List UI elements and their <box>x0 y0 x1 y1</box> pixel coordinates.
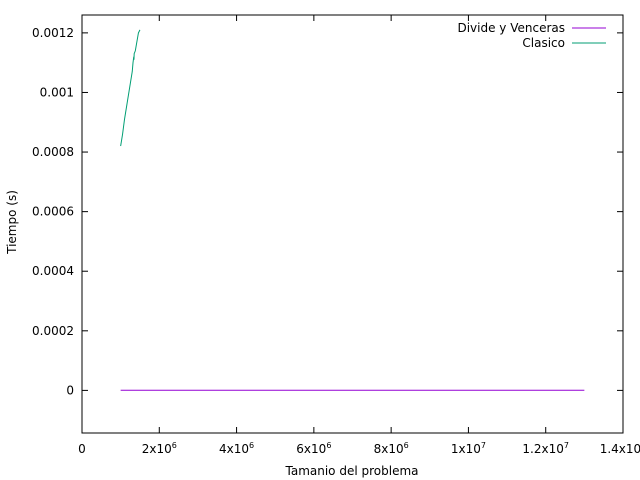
x-tick-label: 1.2x107 <box>522 441 569 456</box>
series-layer <box>120 29 585 391</box>
x-tick-label: 1x107 <box>451 441 486 456</box>
x-tick-label-exponent: 7 <box>481 441 486 450</box>
x-tick-label-base: 8x10 <box>374 442 404 456</box>
x-tick-label-base: 1x10 <box>451 442 481 456</box>
x-tick-label: 4x106 <box>219 441 254 456</box>
x-tick-label-exponent: 7 <box>564 441 569 450</box>
y-axis-title: Tiempo (s) <box>5 190 19 255</box>
x-tick-label-exponent: 6 <box>404 441 409 450</box>
plot-frame <box>81 14 624 434</box>
legend-label: Divide y Venceras <box>457 21 565 35</box>
x-tick-label-base: 6x10 <box>296 442 326 456</box>
x-tick-label: 1.4x107 <box>600 441 640 456</box>
y-tick-label: 0.0004 <box>32 264 74 278</box>
x-tick-label-base: 0 <box>78 442 86 456</box>
y-tick-label: 0.0006 <box>32 205 74 219</box>
x-axis-title: Tamanio del problema <box>285 464 419 478</box>
x-tick-label-base: 4x10 <box>219 442 249 456</box>
y-tick-label: 0.0008 <box>32 145 74 159</box>
y-tick-label: 0.0002 <box>32 324 74 338</box>
series-line-1 <box>120 29 141 147</box>
y-tick-label: 0 <box>66 383 74 397</box>
legend-label: Clasico <box>522 36 565 50</box>
x-tick-label-exponent: 6 <box>326 441 331 450</box>
y-tick-label: 0.001 <box>40 85 74 99</box>
y-tick-label: 0.0012 <box>32 26 74 40</box>
x-tick-label-exponent: 6 <box>172 441 177 450</box>
x-tick-label-base: 1.4x10 <box>600 442 640 456</box>
x-tick-label-exponent: 6 <box>249 441 254 450</box>
x-tick-label-base: 2x10 <box>142 442 172 456</box>
x-tick-label-base: 1.2x10 <box>522 442 563 456</box>
x-tick-label: 8x106 <box>374 441 409 456</box>
x-tick-label: 2x106 <box>142 441 177 456</box>
axis-ticks <box>81 15 624 433</box>
x-tick-label: 0 <box>78 442 86 456</box>
y-tick-labels: 0 0.0002 0.0004 0.0006 0.0008 0.001 0.0012 <box>32 26 74 398</box>
x-tick-label: 6x106 <box>296 441 331 456</box>
